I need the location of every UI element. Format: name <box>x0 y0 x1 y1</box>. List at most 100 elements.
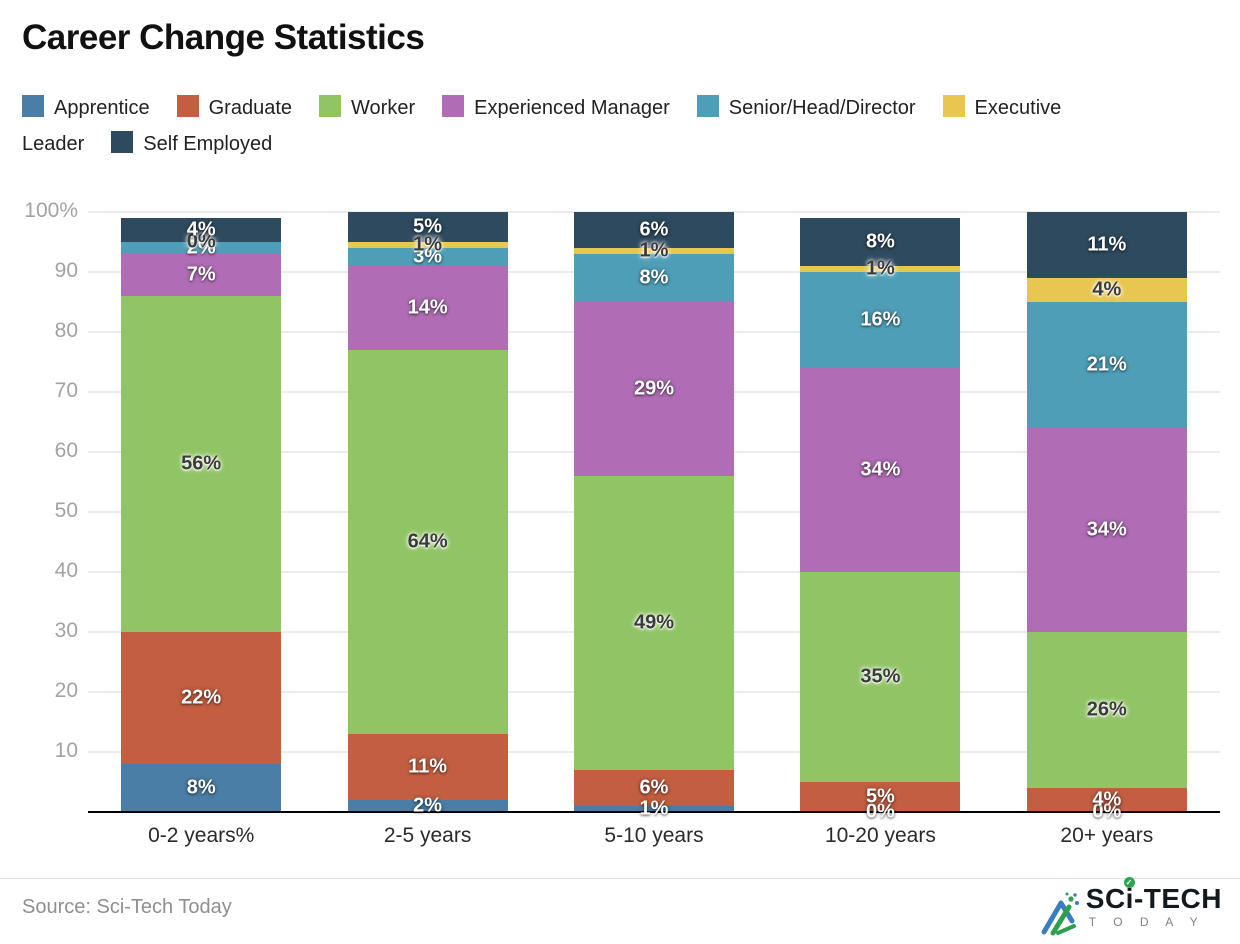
bar-segment-experienced-manager <box>1026 428 1187 632</box>
bar-segment-senior-head-director <box>800 272 961 368</box>
legend-item-worker: Worker <box>319 95 416 119</box>
bar-segment-self-employed <box>574 212 734 248</box>
bar-segment-senior-head-director <box>347 248 508 266</box>
bar-segment-executive-leader <box>347 242 508 248</box>
bar-value-label-senior-head-director: 21% <box>1086 353 1127 376</box>
bar-segment-graduate <box>121 632 282 764</box>
bar-segment-graduate <box>800 782 961 812</box>
bar-value-label-apprentice: 0% <box>865 800 895 823</box>
x-axis-label-5-10-years: 5-10 years <box>604 824 704 847</box>
bar-value-label-self-employed: 4% <box>186 218 216 241</box>
bar-value-label-worker: 26% <box>1086 698 1127 721</box>
bar-value-label-apprentice: 2% <box>413 794 443 817</box>
bar-value-label-experienced-manager: 14% <box>407 296 448 319</box>
y-tick-label-20: 20 <box>54 679 78 702</box>
bar-segment-experienced-manager <box>121 254 282 296</box>
legend-swatch-apprentice <box>22 95 44 117</box>
page-title: Career Change Statistics <box>22 18 425 57</box>
bar-segment-worker <box>800 572 961 782</box>
y-tick-label-30: 30 <box>54 619 78 642</box>
x-axis-line <box>88 811 1220 813</box>
x-axis-label-0-2-years: 0-2 years% <box>148 824 255 847</box>
bar-value-label-graduate: 4% <box>1092 788 1122 811</box>
bar-value-label-graduate: 22% <box>181 686 222 709</box>
legend-item-apprentice: Apprentice <box>22 95 150 119</box>
bar-value-label-graduate: 6% <box>639 776 669 799</box>
legend-swatch-self-employed <box>111 131 134 153</box>
y-tick-label-10: 10 <box>54 739 78 762</box>
bar-value-label-apprentice: 1% <box>639 797 669 820</box>
legend-swatch-graduate <box>176 95 199 117</box>
bar-value-label-apprentice: 0% <box>1092 800 1122 823</box>
bar-value-label-executive-leader: 1% <box>865 257 895 280</box>
bar-value-label-self-employed: 8% <box>865 230 895 253</box>
source-text: Source: Sci-Tech Today <box>22 896 232 918</box>
bar-segment-self-employed <box>800 218 961 266</box>
y-tick-label-90: 90 <box>54 259 78 282</box>
bar-value-label-self-employed: 11% <box>1087 233 1127 256</box>
bar-segment-graduate <box>347 734 508 800</box>
bar-value-label-worker: 64% <box>407 530 448 553</box>
y-tick-label-80: 80 <box>54 319 78 342</box>
legend-item-graduate: Graduate <box>176 95 293 119</box>
bar-value-label-senior-head-director: 8% <box>639 266 669 289</box>
legend-label: Apprentice <box>54 97 150 119</box>
legend-swatch-experienced-manager <box>442 95 465 117</box>
bar-segment-executive-leader <box>574 248 734 254</box>
bar-segment-self-employed <box>121 218 282 242</box>
legend-label: Graduate <box>208 97 293 119</box>
bar-value-label-experienced-manager: 34% <box>1086 518 1127 541</box>
logo-wordmark: SCi ✓ -TECH <box>1085 877 1222 914</box>
logo-tagline: T O D A Y <box>1088 915 1205 929</box>
bar-segment-executive-leader <box>800 266 961 272</box>
bar-value-label-executive-leader: 1% <box>413 233 443 256</box>
sci-tech-logo-icon <box>1041 892 1079 936</box>
footer-divider <box>0 878 1240 879</box>
y-tick-label-50: 50 <box>54 499 78 522</box>
bar-value-label-graduate: 11% <box>408 755 448 778</box>
bar-value-label-executive-leader: 0% <box>186 230 216 253</box>
bar-value-label-senior-head-director: 16% <box>860 308 901 331</box>
y-tick-label-70: 70 <box>54 379 78 402</box>
x-axis-label-20-years: 20+ years <box>1060 824 1154 847</box>
bar-value-label-worker: 56% <box>181 452 222 475</box>
logo-check-icon: ✓ <box>1123 877 1135 888</box>
bar-value-label-senior-head-director: 2% <box>186 236 216 259</box>
sci-tech-today-logo: SCi ✓ -TECH T O D A Y <box>1036 877 1222 936</box>
bar-value-label-worker: 35% <box>860 665 901 688</box>
bar-value-label-executive-leader: 4% <box>1092 278 1122 301</box>
bar-value-label-senior-head-director: 3% <box>413 245 443 268</box>
bar-segment-senior-head-director <box>121 242 282 254</box>
bar-value-label-experienced-manager: 29% <box>633 377 675 400</box>
legend-label: Self Employed <box>143 133 273 155</box>
bar-segment-worker <box>347 350 508 734</box>
bar-segment-senior-head-director <box>574 254 734 302</box>
bar-segment-experienced-manager <box>347 266 508 350</box>
bar-segment-experienced-manager <box>574 302 734 476</box>
legend-label: Executive Leader <box>22 97 1062 155</box>
legend-label: Worker <box>351 97 416 119</box>
y-tick-label-60: 60 <box>54 439 78 462</box>
legend-item-executive-leader: Executive Leader <box>22 95 1062 155</box>
legend-swatch-senior-head-director <box>696 95 719 117</box>
bar-segment-graduate <box>574 770 734 806</box>
legend-item-senior-head-director: Senior/Head/Director <box>696 95 916 119</box>
bar-segment-self-employed <box>1026 212 1187 278</box>
bar-segment-apprentice <box>121 764 282 812</box>
bar-segment-executive-leader <box>1026 278 1187 302</box>
bar-segment-worker <box>1026 632 1187 788</box>
bar-segment-senior-head-director <box>1026 302 1187 428</box>
x-axis-label-2-5-years: 2-5 years <box>383 824 472 847</box>
legend-swatch-executive-leader <box>942 95 965 117</box>
y-tick-label-100: 100% <box>24 199 78 222</box>
bar-value-label-apprentice: 8% <box>186 776 216 799</box>
legend-label: Experienced Manager <box>474 97 670 119</box>
bar-segment-graduate <box>1026 788 1187 812</box>
bar-value-label-executive-leader: 1% <box>639 239 669 262</box>
bar-segment-apprentice <box>574 806 734 812</box>
bar-segment-experienced-manager <box>800 368 961 572</box>
bar-value-label-graduate: 5% <box>865 785 895 808</box>
legend: Apprentice Graduate Worker Experienced Mana… <box>22 90 1152 162</box>
bar-value-label-experienced-manager: 34% <box>860 458 901 481</box>
